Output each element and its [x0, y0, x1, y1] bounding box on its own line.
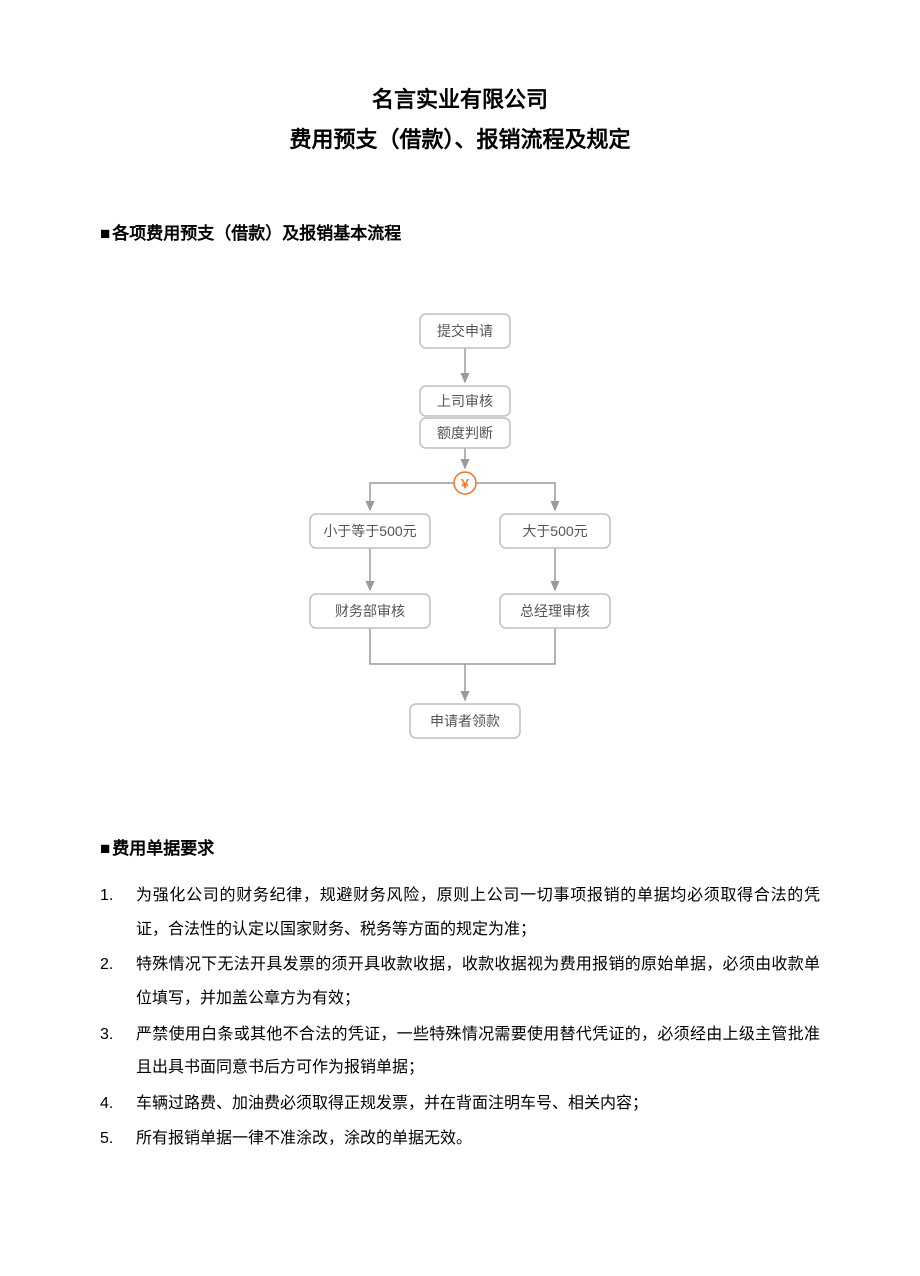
edge [370, 483, 454, 510]
requirements-list: 为强化公司的财务纪律，规避财务风险，原则上公司一切事项报销的单据均必须取得合法的… [100, 879, 820, 1156]
list-item: 严禁使用白条或其他不合法的凭证，一些特殊情况需要使用替代凭证的，必须经由上级主管… [100, 1018, 820, 1085]
edge [465, 628, 555, 664]
flowchart-svg: 提交申请 上司审核 额度判断 ￥ 小于等于500元 大于500元 财务部审核 总… [250, 304, 670, 754]
node-gt500-label: 大于500元 [522, 523, 587, 539]
edge [476, 483, 555, 510]
node-lte500-label: 小于等于500元 [323, 523, 416, 539]
node-receive-label: 申请者领款 [430, 713, 500, 729]
edge [370, 628, 465, 664]
node-submit-label: 提交申请 [437, 323, 493, 339]
list-item: 所有报销单据一律不准涂改，涂改的单据无效。 [100, 1122, 820, 1156]
list-item: 特殊情况下无法开具发票的须开具收款收据，收款收据视为费用报销的原始单据，必须由收… [100, 948, 820, 1015]
flowchart: 提交申请 上司审核 额度判断 ￥ 小于等于500元 大于500元 财务部审核 总… [100, 304, 820, 754]
node-decision-label: ￥ [459, 477, 471, 491]
node-finance-label: 财务部审核 [335, 603, 405, 619]
node-amount-label: 额度判断 [437, 425, 493, 441]
document-header: 名言实业有限公司 费用预支（借款）、报销流程及规定 [100, 80, 820, 159]
list-item: 为强化公司的财务纪律，规避财务风险，原则上公司一切事项报销的单据均必须取得合法的… [100, 879, 820, 946]
node-gm-label: 总经理审核 [520, 603, 590, 619]
node-review-label: 上司审核 [437, 393, 493, 409]
list-item: 车辆过路费、加油费必须取得正规发票，并在背面注明车号、相关内容； [100, 1087, 820, 1121]
document-title: 费用预支（借款）、报销流程及规定 [100, 120, 820, 160]
section1-heading: 各项费用预支（借款）及报销基本流程 [100, 219, 820, 244]
company-name: 名言实业有限公司 [100, 80, 820, 120]
section2-heading: 费用单据要求 [100, 834, 820, 859]
